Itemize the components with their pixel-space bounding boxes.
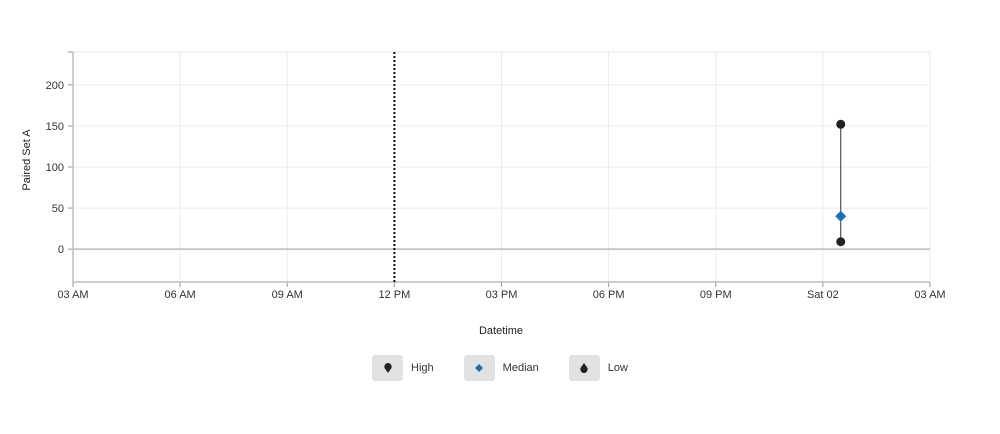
x-tick-label: 06 PM [593,289,625,301]
x-axis-title: Datetime [479,325,523,337]
legend-item-high[interactable]: High [372,355,434,381]
legend-item-low[interactable]: Low [568,355,628,381]
legend-item-median[interactable]: Median [463,355,539,381]
legend-label-low: Low [607,362,628,374]
x-tick-label: 03 AM [914,289,945,301]
y-tick-label: 200 [46,80,64,92]
x-tick-label: 09 AM [272,289,303,301]
legend-swatch-high [372,355,404,381]
y-tick-label: 0 [58,244,64,256]
legend-swatch-low [568,355,600,381]
legend-swatch-median [463,355,495,381]
tick-labels: 03 AM 06 AM 09 AM 12 PM 03 PM 06 PM 09 PM Sat 0… [46,80,946,301]
median-point [835,210,847,222]
x-tick-label: 03 AM [57,289,88,301]
y-axis-title: Paired Set A [21,129,33,191]
x-tick-label: Sat 02 [807,289,839,301]
x-tick-label: 03 PM [486,289,518,301]
legend-label-high: High [411,362,434,374]
y-tick-label: 100 [46,162,64,174]
grid-lines [72,51,931,283]
high-marker-icon [383,363,392,373]
y-tick-label: 150 [46,121,64,133]
median-marker-icon [475,364,484,372]
x-tick-label: 12 PM [378,289,410,301]
high-point [836,119,846,129]
data-layer [835,119,847,247]
x-tick-label: 09 PM [700,289,732,301]
legend-label-median: Median [502,362,539,374]
y-tick-label: 50 [52,203,64,215]
low-marker-icon [580,363,588,373]
low-point [836,237,846,247]
x-tick-label: 06 AM [165,289,196,301]
axes [68,51,931,287]
legend: High Median Low [0,355,1000,381]
